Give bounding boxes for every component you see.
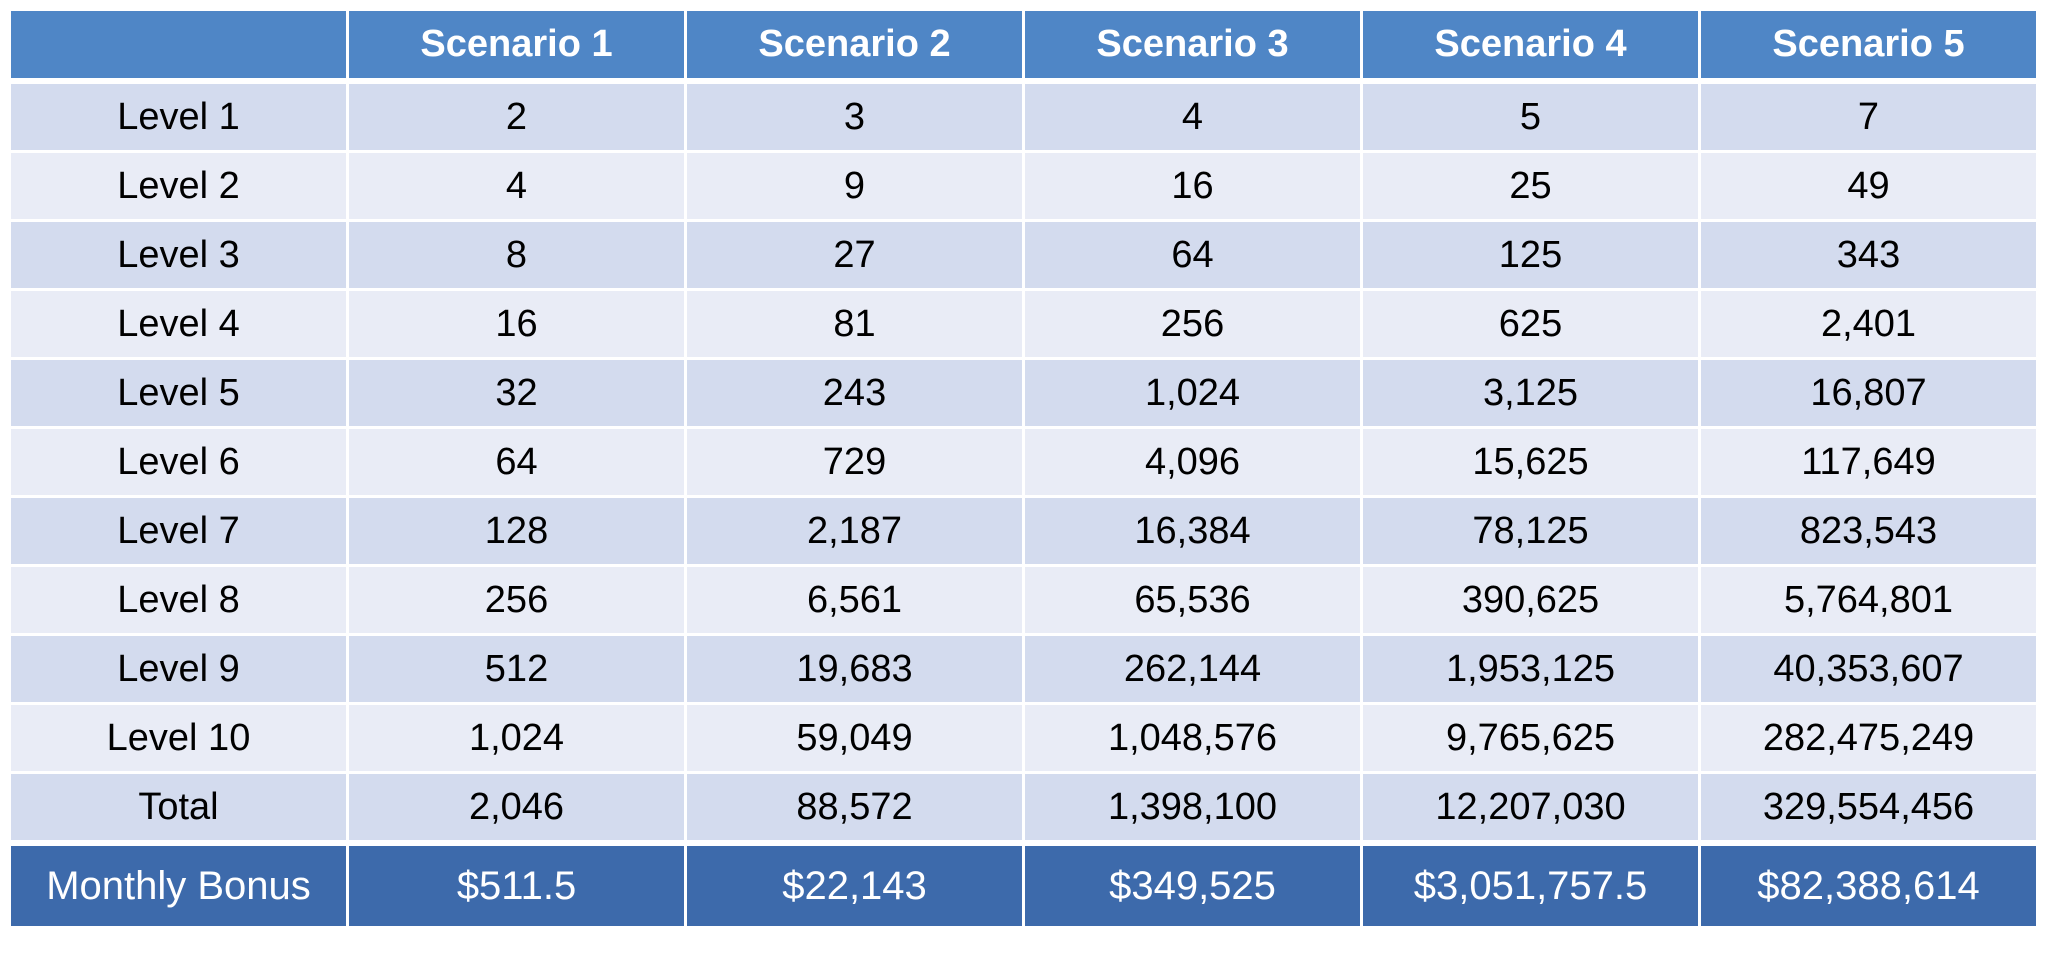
table-cell: 16 — [346, 288, 687, 360]
table-cell: 512 — [346, 633, 687, 705]
table-cell: 81 — [684, 288, 1025, 360]
bonus-cell: $22,143 — [684, 841, 1025, 929]
table-row: Level 1 2 3 4 5 7 — [8, 79, 2039, 153]
bonus-cell: $349,525 — [1022, 841, 1363, 929]
table-cell: 125 — [1360, 219, 1701, 291]
row-label: Level 10 — [8, 702, 349, 774]
table-cell: 3,125 — [1360, 357, 1701, 429]
table-cell: 16 — [1022, 150, 1363, 222]
table-cell: 59,049 — [684, 702, 1025, 774]
table-cell: 343 — [1698, 219, 2039, 291]
table-cell: 2 — [346, 79, 687, 153]
table-cell: 117,649 — [1698, 426, 2039, 498]
row-label: Level 7 — [8, 495, 349, 567]
table-cell: 16,807 — [1698, 357, 2039, 429]
row-label: Level 1 — [8, 79, 349, 153]
row-label: Total — [8, 771, 349, 845]
table-cell: 3 — [684, 79, 1025, 153]
table-cell: 256 — [346, 564, 687, 636]
table-row: Level 2 4 9 16 25 49 — [8, 150, 2039, 222]
table-cell: 65,536 — [1022, 564, 1363, 636]
table-cell: 78,125 — [1360, 495, 1701, 567]
table-row: Level 5 32 243 1,024 3,125 16,807 — [8, 357, 2039, 429]
table-cell: 256 — [1022, 288, 1363, 360]
table-cell: 1,398,100 — [1022, 771, 1363, 845]
scenario-table: Scenario 1 Scenario 2 Scenario 3 Scenari… — [8, 8, 2039, 929]
bonus-cell: $82,388,614 — [1698, 841, 2039, 929]
table-cell: 128 — [346, 495, 687, 567]
table-cell: 282,475,249 — [1698, 702, 2039, 774]
monthly-bonus-row: Monthly Bonus $511.5 $22,143 $349,525 $3… — [8, 841, 2039, 929]
row-label: Monthly Bonus — [8, 841, 349, 929]
table-cell: 4,096 — [1022, 426, 1363, 498]
table-cell: 27 — [684, 219, 1025, 291]
header-scenario-5: Scenario 5 — [1698, 8, 2039, 83]
table-cell: 5 — [1360, 79, 1701, 153]
table-cell: 1,953,125 — [1360, 633, 1701, 705]
header-scenario-2: Scenario 2 — [684, 8, 1025, 83]
table-cell: 2,187 — [684, 495, 1025, 567]
table-cell: 4 — [1022, 79, 1363, 153]
table-cell: 64 — [346, 426, 687, 498]
table-cell: 243 — [684, 357, 1025, 429]
table-cell: 8 — [346, 219, 687, 291]
table-cell: 5,764,801 — [1698, 564, 2039, 636]
table-row: Level 7 128 2,187 16,384 78,125 823,543 — [8, 495, 2039, 567]
table-cell: 19,683 — [684, 633, 1025, 705]
row-label: Level 4 — [8, 288, 349, 360]
header-row: Scenario 1 Scenario 2 Scenario 3 Scenari… — [8, 8, 2039, 83]
table-cell: 2,401 — [1698, 288, 2039, 360]
row-label: Level 2 — [8, 150, 349, 222]
table-cell: 1,024 — [346, 702, 687, 774]
row-label: Level 3 — [8, 219, 349, 291]
header-scenario-1: Scenario 1 — [346, 8, 687, 83]
table-cell: 2,046 — [346, 771, 687, 845]
row-label: Level 8 — [8, 564, 349, 636]
table-row: Level 8 256 6,561 65,536 390,625 5,764,8… — [8, 564, 2039, 636]
table-cell: 729 — [684, 426, 1025, 498]
table-row: Level 10 1,024 59,049 1,048,576 9,765,62… — [8, 702, 2039, 774]
table-cell: 262,144 — [1022, 633, 1363, 705]
row-label: Level 5 — [8, 357, 349, 429]
table-cell: 16,384 — [1022, 495, 1363, 567]
table-cell: 64 — [1022, 219, 1363, 291]
table-cell: 9 — [684, 150, 1025, 222]
row-label: Level 6 — [8, 426, 349, 498]
table-cell: 49 — [1698, 150, 2039, 222]
table-cell: 329,554,456 — [1698, 771, 2039, 845]
table-row: Level 3 8 27 64 125 343 — [8, 219, 2039, 291]
bonus-cell: $3,051,757.5 — [1360, 841, 1701, 929]
table-cell: 88,572 — [684, 771, 1025, 845]
bonus-cell: $511.5 — [346, 841, 687, 929]
total-row: Total 2,046 88,572 1,398,100 12,207,030 … — [8, 771, 2039, 845]
table-row: Level 4 16 81 256 625 2,401 — [8, 288, 2039, 360]
header-scenario-3: Scenario 3 — [1022, 8, 1363, 83]
table-cell: 1,048,576 — [1022, 702, 1363, 774]
row-label: Level 9 — [8, 633, 349, 705]
table-cell: 390,625 — [1360, 564, 1701, 636]
table-cell: 15,625 — [1360, 426, 1701, 498]
table-cell: 625 — [1360, 288, 1701, 360]
table-cell: 1,024 — [1022, 357, 1363, 429]
table-row: Level 6 64 729 4,096 15,625 117,649 — [8, 426, 2039, 498]
table-row: Level 9 512 19,683 262,144 1,953,125 40,… — [8, 633, 2039, 705]
table-cell: 12,207,030 — [1360, 771, 1701, 845]
table-cell: 6,561 — [684, 564, 1025, 636]
table-cell: 25 — [1360, 150, 1701, 222]
table-cell: 32 — [346, 357, 687, 429]
table-cell: 9,765,625 — [1360, 702, 1701, 774]
header-corner-cell — [8, 8, 349, 83]
table-cell: 7 — [1698, 79, 2039, 153]
table-cell: 4 — [346, 150, 687, 222]
header-scenario-4: Scenario 4 — [1360, 8, 1701, 83]
table-cell: 823,543 — [1698, 495, 2039, 567]
table-cell: 40,353,607 — [1698, 633, 2039, 705]
